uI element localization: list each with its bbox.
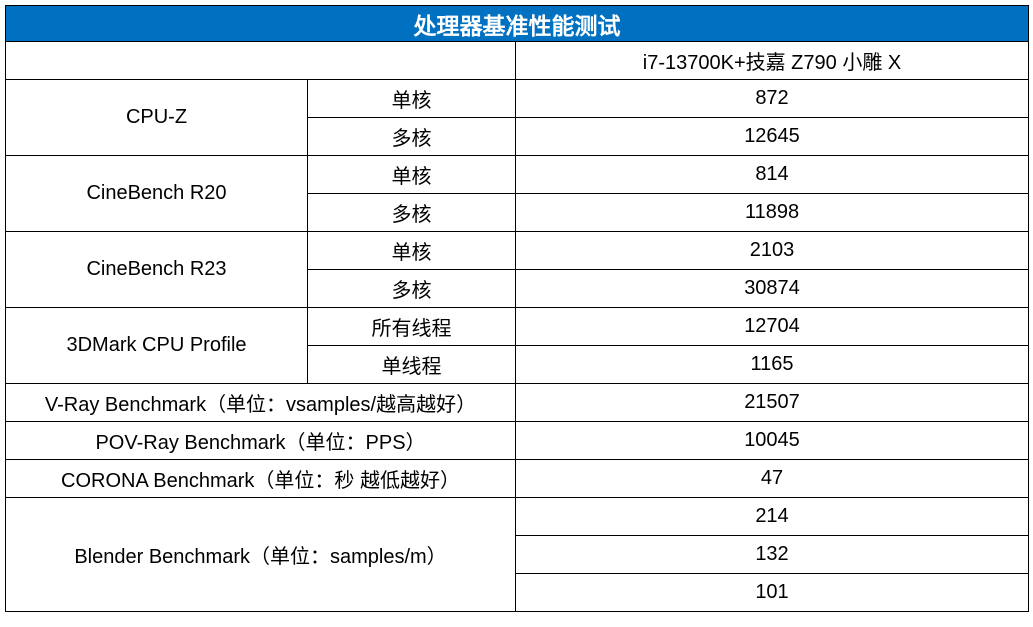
table-row: 多核 30874 (6, 269, 1030, 308)
benchmark-table: 处理器基准性能测试 i7-13700K+技嘉 Z790 小雕 X CPU-Z 单… (4, 5, 1030, 612)
blender-value: 101 (514, 573, 1030, 612)
3dmark-single-label: 单线程 (307, 345, 516, 384)
r23-single-label: 单核 (307, 231, 516, 270)
table-title: 处理器基准性能测试 (4, 5, 1030, 42)
r20-multi-value: 11898 (514, 193, 1030, 232)
3dmark-all-label: 所有线程 (307, 307, 516, 346)
r20-name: CineBench R20 (5, 155, 308, 232)
povray-name: POV-Ray Benchmark（单位：PPS） (5, 421, 516, 460)
blender-value: 214 (514, 497, 1030, 536)
header-config: i7-13700K+技嘉 Z790 小雕 X (514, 41, 1030, 80)
table-row: 101 (6, 573, 1030, 612)
corona-name: CORONA Benchmark（单位：秒 越低越好） (5, 459, 516, 498)
r20-multi-label: 多核 (307, 193, 516, 232)
table-row: Blender Benchmark（单位：samples/m） 214 (5, 497, 1030, 612)
table-row: 多核 11898 (6, 193, 1030, 232)
cpuz-single-value: 872 (514, 79, 1030, 118)
table-row: 单线程 1165 (6, 345, 1030, 384)
title-row: 处理器基准性能测试 (4, 5, 1030, 42)
3dmark-all-value: 12704 (514, 307, 1030, 346)
table-row: CineBench R20 单核 814 (5, 155, 1030, 232)
vray-value: 21507 (514, 383, 1030, 422)
cpuz-multi-value: 12645 (514, 117, 1030, 156)
r23-multi-value: 30874 (514, 269, 1030, 308)
cpuz-single-label: 单核 (307, 79, 516, 118)
cpuz-name: CPU-Z (5, 79, 308, 156)
table-row: CineBench R23 单核 2103 (5, 231, 1030, 308)
r20-single-value: 814 (514, 155, 1030, 194)
table-row: CPU-Z 单核 872 (5, 79, 1030, 156)
cpuz-multi-label: 多核 (307, 117, 516, 156)
table-row: 132 (6, 535, 1030, 574)
table-row: 3DMark CPU Profile 所有线程 12704 (5, 307, 1030, 384)
r23-name: CineBench R23 (5, 231, 308, 308)
corona-value: 47 (514, 459, 1030, 498)
povray-value: 10045 (514, 421, 1030, 460)
3dmark-single-value: 1165 (514, 345, 1030, 384)
header-row: i7-13700K+技嘉 Z790 小雕 X (5, 41, 1030, 80)
table-row: V-Ray Benchmark（单位：vsamples/越高越好） 21507 (5, 383, 1030, 422)
table-row: POV-Ray Benchmark（单位：PPS） 10045 (5, 421, 1030, 460)
table-row: 多核 12645 (6, 117, 1030, 156)
blender-value: 132 (514, 535, 1030, 574)
header-blank (5, 41, 516, 80)
r20-single-label: 单核 (307, 155, 516, 194)
blender-name: Blender Benchmark（单位：samples/m） (5, 497, 516, 612)
r23-single-value: 2103 (514, 231, 1030, 270)
3dmark-name: 3DMark CPU Profile (5, 307, 308, 384)
r23-multi-label: 多核 (307, 269, 516, 308)
table-row: CORONA Benchmark（单位：秒 越低越好） 47 (5, 459, 1030, 498)
vray-name: V-Ray Benchmark（单位：vsamples/越高越好） (5, 383, 516, 422)
